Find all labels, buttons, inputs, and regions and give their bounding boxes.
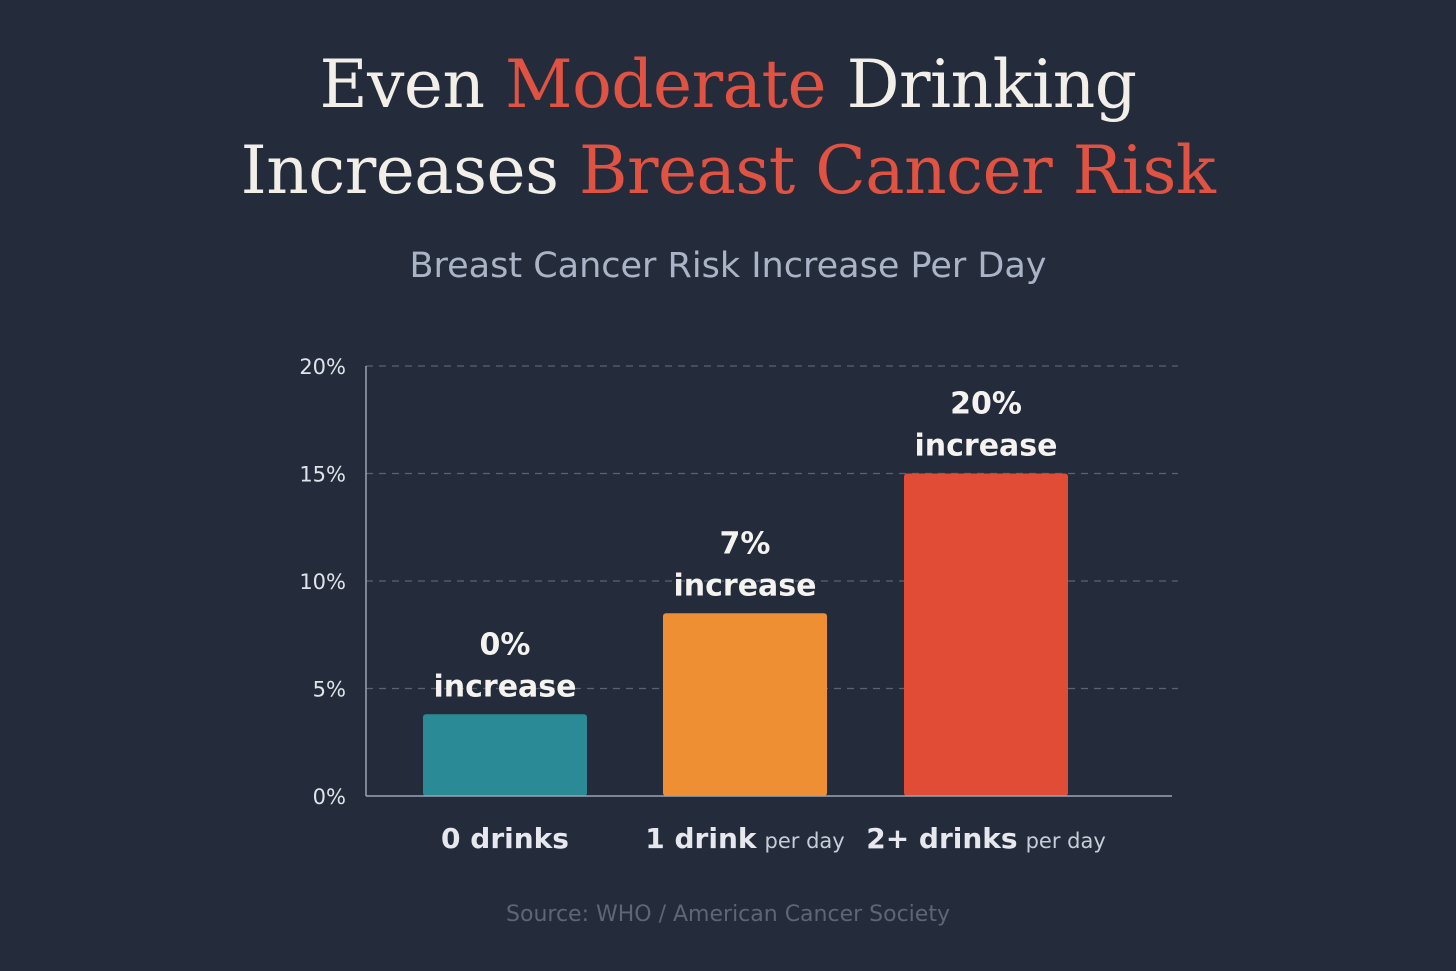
title-line-1: Even Moderate Drinking	[0, 42, 1456, 128]
data-label-text: increase	[673, 568, 816, 603]
chart-title: Breast Cancer Risk Increase Per Day	[409, 246, 1047, 286]
title-text: Even	[319, 46, 505, 123]
x-tick-label-sub: per day	[1026, 829, 1106, 853]
title-line-2: Increases Breast Cancer Risk	[0, 128, 1456, 214]
title-text: Increases	[240, 132, 579, 209]
bar-chart: 0% 5% 10% 15% 20% 0% increase 0 drinks 7% increas…	[299, 355, 1178, 855]
title-highlight: Breast Cancer Risk	[578, 132, 1216, 209]
x-tick-label-sub: per day	[765, 829, 845, 853]
data-label-text: increase	[914, 429, 1057, 464]
x-tick-label: 1 drink per day	[645, 822, 844, 855]
bar	[423, 714, 587, 796]
bar	[663, 613, 827, 796]
title-text: Drinking	[826, 46, 1137, 123]
x-tick-label: 0 drinks	[441, 822, 569, 855]
source-note: Source: WHO / American Cancer Society	[506, 902, 950, 927]
title-highlight: Moderate	[504, 46, 827, 123]
x-tick-label-main: 0 drinks	[441, 822, 569, 855]
data-label-value: 20%	[950, 387, 1022, 422]
y-tick-label: 20%	[299, 355, 346, 379]
bar	[904, 473, 1068, 796]
labels: 0% 5% 10% 15% 20% 0% increase 0 drinks 7% increas…	[299, 355, 1105, 855]
y-tick-label: 0%	[313, 785, 346, 809]
data-label-value: 0%	[480, 627, 531, 662]
data-label-value: 7%	[720, 526, 771, 561]
y-tick-label: 15%	[299, 463, 346, 487]
bars	[423, 473, 1068, 796]
x-tick-label: 2+ drinks per day	[866, 822, 1106, 855]
y-tick-label: 5%	[313, 678, 346, 702]
data-label-text: increase	[433, 669, 576, 704]
axes	[365, 366, 1172, 797]
x-tick-label-main: 1 drink	[645, 822, 758, 855]
y-tick-label: 10%	[299, 570, 346, 594]
x-tick-label-main: 2+ drinks	[866, 822, 1017, 855]
